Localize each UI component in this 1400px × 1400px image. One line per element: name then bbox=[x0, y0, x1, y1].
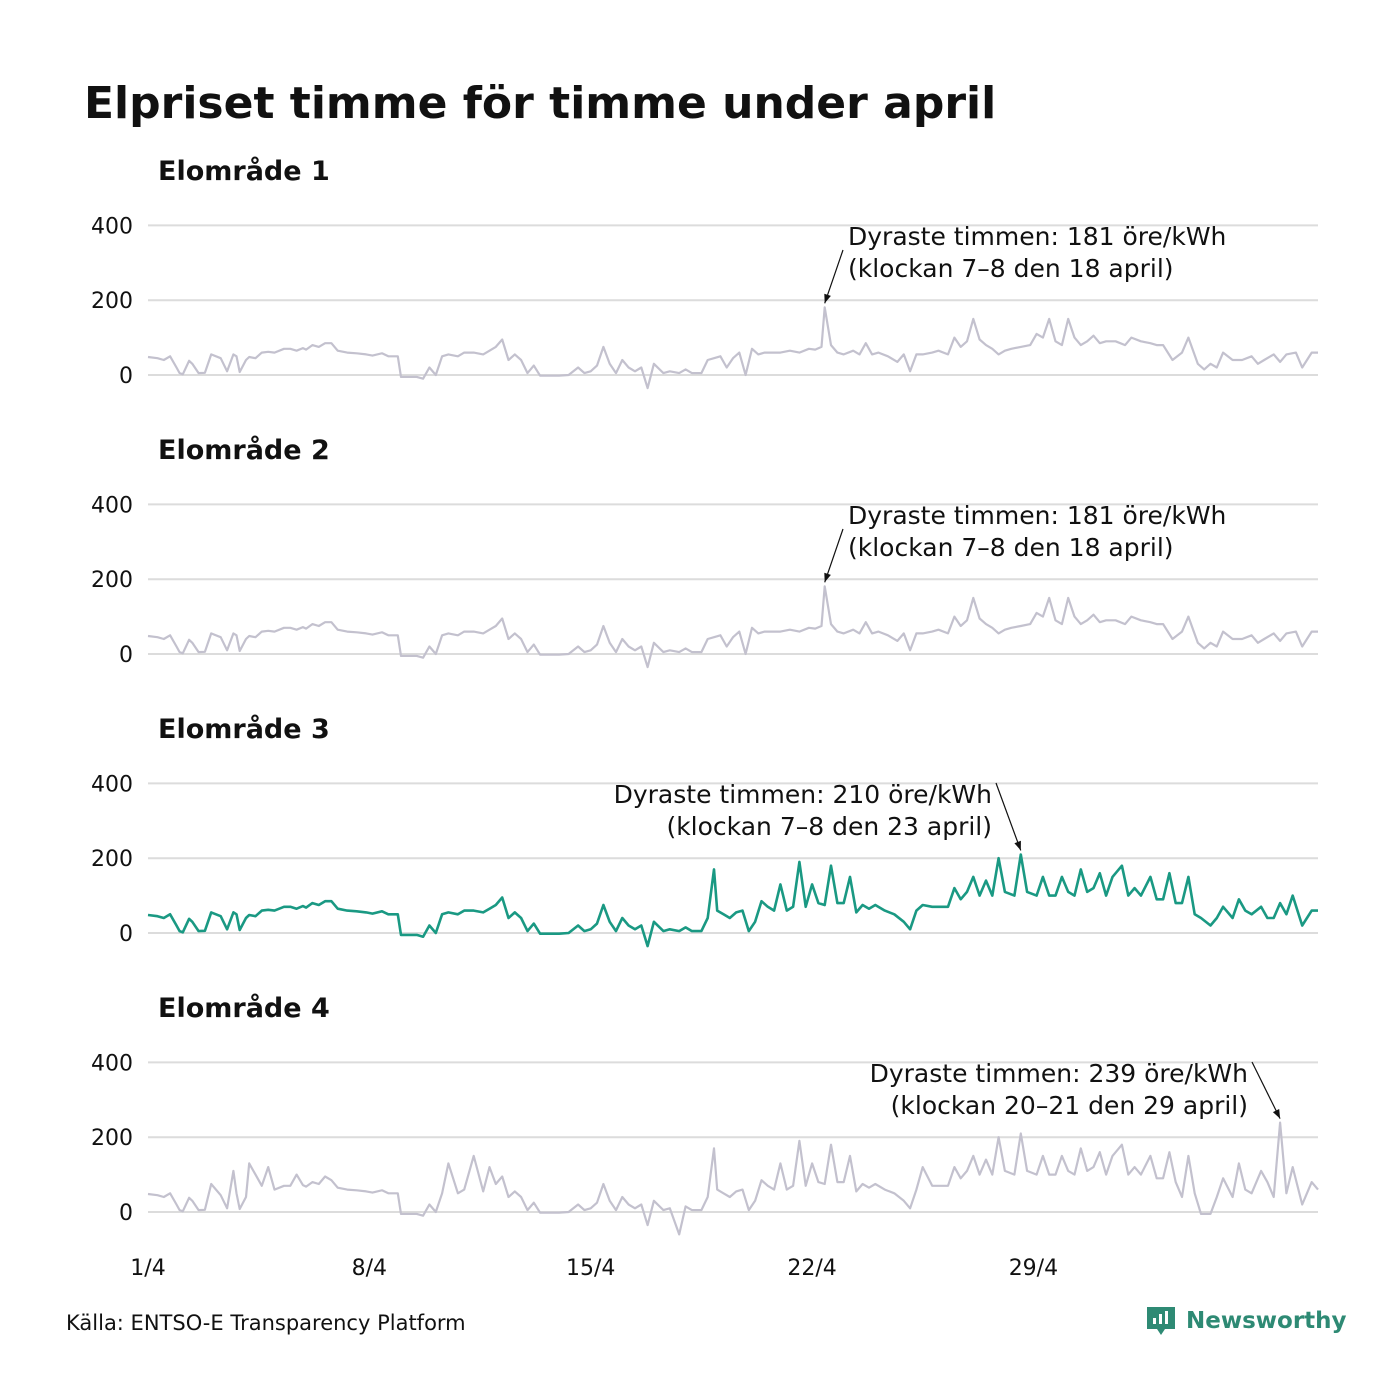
y-tick-label: 0 bbox=[119, 922, 133, 947]
peak-annotation-line1: Dyraste timmen: 181 öre/kWh bbox=[848, 222, 1226, 251]
y-tick-label: 200 bbox=[91, 1126, 133, 1151]
newsworthy-logo: Newsworthy bbox=[1147, 1307, 1347, 1335]
y-tick-label: 400 bbox=[91, 772, 133, 797]
peak-annotation-line1: Dyraste timmen: 210 öre/kWh bbox=[614, 780, 992, 809]
peak-annotation-line2: (klockan 7–8 den 23 april) bbox=[666, 812, 992, 841]
peak-annotation-line2: (klockan 7–8 den 18 april) bbox=[848, 533, 1174, 562]
price-line bbox=[147, 853, 1318, 948]
annotation-arrow-line bbox=[1251, 1061, 1281, 1119]
source-note: Källa: ENTSO-E Transparency Platform bbox=[66, 1311, 466, 1335]
panel-title: Elområde 2 bbox=[158, 434, 330, 466]
y-tick-label: 200 bbox=[91, 289, 133, 314]
annotation-arrow-line bbox=[824, 528, 844, 583]
annotation-arrow-head bbox=[1272, 1109, 1281, 1119]
x-tick-label: 1/4 bbox=[130, 1256, 165, 1281]
panel-title: Elområde 4 bbox=[158, 992, 330, 1024]
peak-annotation-line2: (klockan 20–21 den 29 april) bbox=[891, 1091, 1248, 1120]
x-tick-label: 15/4 bbox=[566, 1256, 615, 1281]
y-tick-label: 0 bbox=[119, 643, 133, 668]
y-tick-label: 400 bbox=[91, 493, 133, 518]
y-tick-label: 200 bbox=[91, 568, 133, 593]
y-tick-label: 200 bbox=[91, 847, 133, 872]
x-tick-label: 8/4 bbox=[352, 1256, 387, 1281]
y-tick-label: 0 bbox=[119, 364, 133, 389]
x-tick-label: 22/4 bbox=[787, 1256, 836, 1281]
panel-3: Elområde 3 0 200 400 Dyraste timmen: 210 öre… bbox=[91, 713, 1318, 948]
panel-title: Elområde 3 bbox=[158, 713, 330, 745]
x-axis: 1/4 8/4 15/4 22/4 29/4 bbox=[130, 1256, 1058, 1281]
annotation-arrow-head bbox=[824, 293, 831, 304]
y-tick-label: 0 bbox=[119, 1201, 133, 1226]
price-line bbox=[147, 585, 1318, 669]
y-tick-label: 400 bbox=[91, 214, 133, 239]
newsworthy-logo-icon bbox=[1147, 1307, 1175, 1335]
price-line bbox=[147, 1121, 1319, 1236]
annotation-arrow-line bbox=[995, 782, 1022, 851]
peak-annotation-line1: Dyraste timmen: 181 öre/kWh bbox=[848, 501, 1226, 530]
annotation-arrow-line bbox=[824, 249, 844, 304]
panel-2: Elområde 2 0 200 400 Dyraste timmen: 181 öre… bbox=[91, 434, 1318, 669]
x-tick-label: 29/4 bbox=[1009, 1256, 1058, 1281]
chart-title: Elpriset timme för timme under april bbox=[84, 78, 996, 129]
panels: Elområde 1 0 200 400 Dyraste timmen: 181 öre… bbox=[91, 155, 1319, 1236]
panel-1: Elområde 1 0 200 400 Dyraste timmen: 181 öre… bbox=[91, 155, 1318, 390]
price-line bbox=[147, 306, 1318, 390]
annotation-arrow-head bbox=[824, 572, 831, 583]
panel-title: Elområde 1 bbox=[158, 155, 330, 187]
peak-annotation-line1: Dyraste timmen: 239 öre/kWh bbox=[870, 1059, 1248, 1088]
y-tick-label: 400 bbox=[91, 1051, 133, 1076]
annotation-arrow-head bbox=[1014, 840, 1021, 851]
newsworthy-logo-text: Newsworthy bbox=[1186, 1308, 1347, 1334]
panel-4: Elområde 4 0 200 400 Dyraste timmen: 239 öre… bbox=[91, 992, 1319, 1236]
peak-annotation-line2: (klockan 7–8 den 18 april) bbox=[848, 254, 1174, 283]
